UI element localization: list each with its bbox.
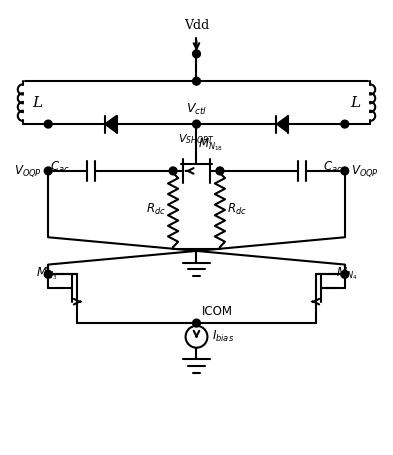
- Text: $M_{N_4}$: $M_{N_4}$: [336, 266, 358, 282]
- Circle shape: [341, 167, 349, 175]
- Text: $M_{N_3}$: $M_{N_3}$: [35, 266, 57, 282]
- Circle shape: [193, 120, 200, 128]
- Circle shape: [44, 270, 52, 278]
- Text: $I_{bias}$: $I_{bias}$: [212, 329, 234, 344]
- Text: Vdd: Vdd: [184, 20, 209, 32]
- Text: $R_{dc}$: $R_{dc}$: [146, 202, 166, 217]
- Circle shape: [193, 50, 200, 58]
- Text: ICOM: ICOM: [202, 305, 233, 318]
- Circle shape: [193, 77, 200, 85]
- Text: $V_{OQP}$: $V_{OQP}$: [15, 163, 42, 179]
- Text: $V_{ctl}$: $V_{ctl}$: [186, 102, 207, 117]
- Text: $V_{SHORT}$: $V_{SHORT}$: [178, 133, 215, 147]
- Polygon shape: [277, 116, 288, 133]
- Circle shape: [216, 167, 224, 175]
- Circle shape: [193, 319, 200, 327]
- Text: $C_{ac}$: $C_{ac}$: [323, 159, 343, 175]
- Polygon shape: [105, 116, 116, 133]
- Text: L: L: [350, 96, 360, 110]
- Circle shape: [341, 120, 349, 128]
- Circle shape: [341, 270, 349, 278]
- Text: L: L: [33, 96, 43, 110]
- Text: $R_{dc}$: $R_{dc}$: [227, 202, 247, 217]
- Circle shape: [169, 167, 177, 175]
- Text: $C_{ac}$: $C_{ac}$: [50, 159, 70, 175]
- Circle shape: [44, 167, 52, 175]
- Text: $V_{OQP}$: $V_{OQP}$: [351, 163, 378, 179]
- Text: $M_{N_{18}}$: $M_{N_{18}}$: [198, 137, 224, 153]
- Circle shape: [44, 120, 52, 128]
